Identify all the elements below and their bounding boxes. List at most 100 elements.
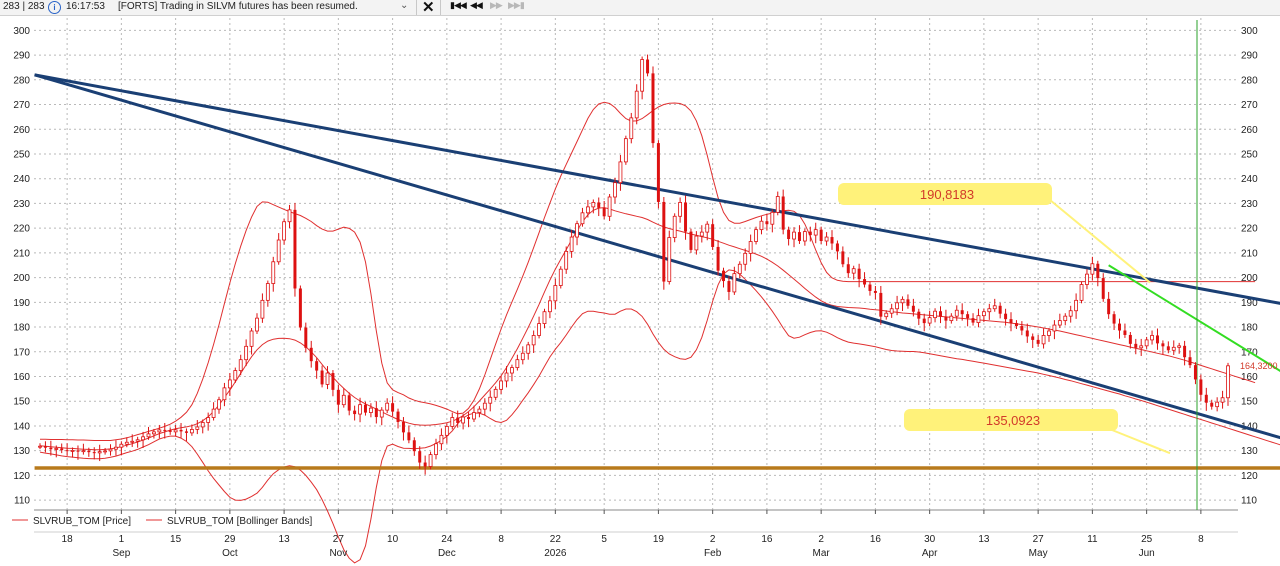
candle-body-down bbox=[363, 404, 367, 413]
message-time: 16:17:53 bbox=[66, 1, 105, 12]
close-icon[interactable]: ✕ bbox=[422, 0, 435, 16]
candle-body-up bbox=[792, 231, 796, 240]
candle bbox=[640, 56, 645, 100]
candle-body-down bbox=[331, 373, 335, 390]
candle bbox=[189, 424, 194, 436]
candle-body-down bbox=[998, 305, 1002, 314]
candle-body-down bbox=[863, 279, 867, 285]
candle-body-up bbox=[694, 235, 699, 251]
candle-body-down bbox=[656, 143, 660, 202]
y-tick-label: 230 bbox=[13, 199, 30, 210]
y-tick-label: 210 bbox=[13, 248, 30, 259]
candle bbox=[374, 401, 378, 424]
candle-body-down bbox=[1118, 323, 1121, 331]
candle-body-up bbox=[244, 345, 249, 361]
candle-body-up bbox=[1047, 330, 1051, 336]
candle-body-up bbox=[97, 451, 102, 454]
candle bbox=[835, 240, 839, 260]
candle bbox=[1215, 397, 1220, 412]
candle bbox=[716, 240, 720, 276]
candle bbox=[434, 438, 438, 460]
candle-body-down bbox=[401, 421, 405, 433]
candle bbox=[179, 422, 183, 438]
candle-body-up bbox=[520, 352, 525, 361]
prev-message-icon[interactable]: ◀◀ bbox=[470, 0, 483, 10]
candle bbox=[722, 267, 725, 288]
candle bbox=[1150, 330, 1154, 345]
candle bbox=[1020, 321, 1024, 336]
candle bbox=[917, 308, 921, 326]
message-bar: 283 | 283 i 16:17:53 [FORTS] Trading in … bbox=[0, 0, 1280, 16]
candle-body-down bbox=[418, 451, 422, 463]
candle-body-up bbox=[108, 448, 113, 452]
chevron-down-icon[interactable]: ⌄ bbox=[400, 0, 409, 11]
candle bbox=[287, 204, 292, 229]
candle-body-up bbox=[472, 412, 476, 420]
candle bbox=[580, 207, 585, 227]
candle-body-up bbox=[558, 268, 563, 286]
y-tick-label: 130 bbox=[1241, 446, 1258, 457]
candle-body-up bbox=[341, 394, 346, 406]
candle bbox=[808, 226, 812, 242]
candle bbox=[1226, 362, 1230, 406]
legend-bands: SLVRUB_TOM [Bollinger Bands] bbox=[167, 516, 312, 527]
lower-value-label: 135,0923 bbox=[986, 413, 1040, 428]
candle bbox=[553, 278, 558, 309]
candle bbox=[222, 382, 227, 407]
x-tick-day: 24 bbox=[441, 534, 453, 545]
x-tick-month: May bbox=[1029, 548, 1048, 559]
candle-body-up bbox=[748, 241, 753, 254]
candle-body-up bbox=[824, 236, 829, 242]
toolbar-separator bbox=[440, 0, 441, 15]
candle-body-down bbox=[716, 246, 720, 271]
candle bbox=[130, 434, 135, 447]
candle bbox=[320, 365, 324, 388]
candle bbox=[456, 410, 460, 428]
candle-body-up bbox=[227, 379, 232, 389]
candle bbox=[1188, 350, 1192, 369]
candle-body-down bbox=[1096, 263, 1100, 279]
candle bbox=[591, 199, 596, 214]
candle-body-up bbox=[450, 417, 455, 427]
candle-body-up bbox=[634, 90, 639, 119]
candle-body-up bbox=[249, 330, 254, 347]
y-tick-label: 210 bbox=[1241, 248, 1258, 259]
x-tick-day: 16 bbox=[870, 534, 882, 545]
candle-body-up bbox=[629, 117, 634, 140]
candle-body-up bbox=[613, 182, 617, 198]
candle-body-up bbox=[678, 202, 683, 217]
candle-body-down bbox=[1123, 330, 1127, 335]
candle-body-down bbox=[353, 410, 357, 415]
candle bbox=[558, 266, 563, 289]
candle bbox=[531, 330, 536, 354]
candle bbox=[802, 228, 807, 246]
last-message-icon[interactable]: ▶▶▮ bbox=[508, 0, 525, 10]
x-tick-day: 11 bbox=[1087, 534, 1098, 545]
candle bbox=[699, 225, 704, 243]
y-tick-label: 250 bbox=[13, 149, 30, 160]
candle-body-up bbox=[754, 229, 758, 242]
first-message-icon[interactable]: ▮◀◀ bbox=[450, 0, 467, 10]
candle-body-up bbox=[981, 311, 986, 317]
candle-body-down bbox=[407, 432, 411, 441]
candle-body-up bbox=[813, 229, 818, 236]
candle-body-up bbox=[607, 196, 612, 217]
candle bbox=[585, 199, 590, 218]
candle bbox=[353, 405, 357, 421]
candle-body-up bbox=[1085, 273, 1089, 285]
candle bbox=[1193, 362, 1197, 385]
next-message-icon[interactable]: ▶▶ bbox=[490, 0, 503, 10]
candle bbox=[1161, 340, 1165, 355]
candle bbox=[694, 231, 699, 255]
candle-body-down bbox=[1155, 335, 1159, 344]
x-tick-day: 2 bbox=[818, 534, 824, 545]
candle-body-up bbox=[591, 202, 596, 208]
candle-body-up bbox=[130, 440, 135, 443]
candle bbox=[244, 339, 249, 367]
candle bbox=[911, 298, 915, 317]
candle bbox=[260, 293, 265, 323]
y-tick-label: 270 bbox=[1241, 100, 1258, 111]
candle bbox=[623, 135, 628, 165]
candle-body-down bbox=[391, 403, 395, 412]
